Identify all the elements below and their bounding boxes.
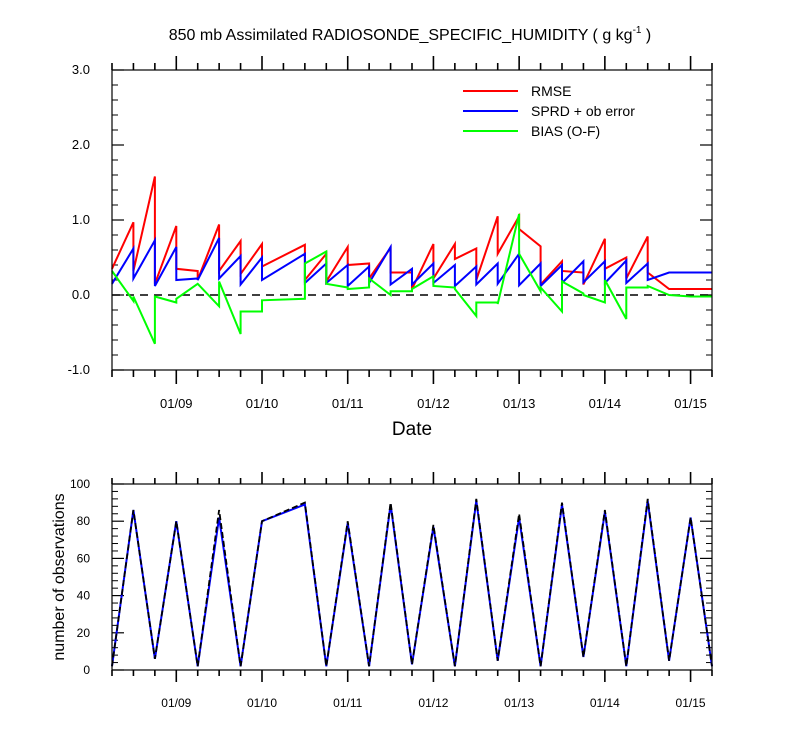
- x-tick-label: 01/12: [418, 696, 448, 710]
- y-tick-label: 0: [83, 663, 90, 677]
- top-series-group: [111, 176, 712, 345]
- y-tick-label: 2.0: [72, 137, 90, 152]
- y-tick-label: 40: [77, 589, 91, 603]
- series-line-observations-solid: [111, 500, 713, 667]
- x-tick-label: 01/13: [504, 696, 534, 710]
- y-axis-label: number of observations: [51, 493, 68, 660]
- y-tick-label: 100: [70, 477, 90, 491]
- y-tick-label: 1.0: [72, 212, 90, 227]
- top-plot-frame: [111, 69, 713, 371]
- chart-title: 850 mb Assimilated RADIOSONDE_SPECIFIC_H…: [169, 25, 652, 44]
- x-tick-label: 01/09: [160, 396, 193, 411]
- x-tick-label: 01/10: [247, 696, 277, 710]
- x-tick-label: 01/14: [590, 696, 620, 710]
- legend-label: BIAS (O-F): [531, 123, 600, 139]
- y-tick-label: 3.0: [72, 62, 90, 77]
- legend-label: RMSE: [531, 83, 571, 99]
- x-axis-label: Date: [392, 419, 432, 440]
- y-tick-label: 80: [77, 514, 91, 528]
- x-tick-label: 01/11: [333, 696, 362, 710]
- x-tick-label: 01/13: [503, 396, 536, 411]
- x-tick-label: 01/10: [246, 396, 279, 411]
- y-tick-label: -1.0: [68, 362, 90, 377]
- top-axis-ticks: 01/09 01/10 01/11 01/12 01/13 01/14 01/15 -1.0 0…: [68, 56, 713, 411]
- y-tick-label: 60: [77, 551, 91, 565]
- x-tick-label: 01/09: [161, 696, 191, 710]
- y-tick-label: 20: [77, 626, 91, 640]
- legend-label: SPRD + ob error: [531, 103, 635, 119]
- series-line-bias-o-f: [111, 213, 712, 345]
- x-tick-label: 01/14: [589, 396, 622, 411]
- y-tick-label: 0.0: [72, 287, 90, 302]
- x-tick-label: 01/15: [676, 696, 706, 710]
- bottom-plot-frame: [111, 483, 713, 671]
- bottom-chart: 01/09 01/10 01/11 01/12 01/13 01/14 01/15 0 20 40…: [51, 472, 713, 710]
- bottom-axis-ticks: 01/09 01/10 01/11 01/12 01/13 01/14 01/15 0 20 40…: [70, 472, 713, 710]
- x-tick-label: 01/12: [417, 396, 450, 411]
- x-tick-label: 01/15: [674, 396, 707, 411]
- legend: RMSE SPRD + ob error BIAS (O-F): [463, 83, 635, 139]
- series-line-sprd-ob-error: [111, 236, 712, 289]
- top-chart: 850 mb Assimilated RADIOSONDE_SPECIFIC_H…: [68, 25, 713, 440]
- x-tick-label: 01/11: [332, 396, 364, 411]
- bottom-series-group: [111, 498, 713, 667]
